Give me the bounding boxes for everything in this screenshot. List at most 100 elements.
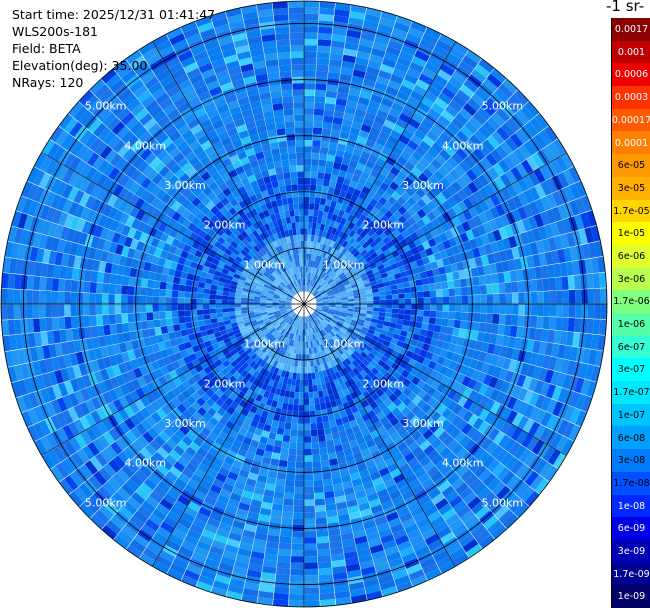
range-gate-cell bbox=[220, 556, 236, 567]
range-gate-cell bbox=[165, 318, 174, 326]
range-gate-cell bbox=[354, 357, 363, 365]
range-gate-cell bbox=[312, 216, 318, 223]
range-gate-cell bbox=[322, 179, 331, 187]
range-gate-cell bbox=[256, 380, 264, 389]
range-gate-cell bbox=[395, 457, 408, 468]
range-gate-cell bbox=[600, 304, 607, 320]
range-gate-cell bbox=[222, 482, 234, 493]
range-gate-cell bbox=[215, 380, 224, 389]
range-gate-cell bbox=[363, 578, 380, 588]
range-gate-cell bbox=[508, 441, 522, 456]
range-gate-cell bbox=[374, 516, 388, 526]
range-gate-cell bbox=[289, 365, 295, 373]
range-gate-cell bbox=[214, 347, 222, 355]
range-gate-cell bbox=[254, 293, 261, 298]
range-gate-cell bbox=[334, 444, 344, 453]
range-gate-cell bbox=[275, 315, 283, 320]
range-gate-cell bbox=[470, 330, 479, 341]
range-gate-cell bbox=[447, 319, 455, 328]
range-gate-cell bbox=[275, 314, 282, 319]
range-gate-cell bbox=[293, 499, 304, 506]
range-gate-cell bbox=[365, 317, 372, 322]
range-gate-cell bbox=[297, 360, 302, 368]
range-gate-cell bbox=[64, 279, 72, 292]
range-gate-cell bbox=[206, 345, 215, 353]
range-gate-cell bbox=[294, 486, 304, 494]
range-gate-cell bbox=[350, 343, 358, 351]
range-gate-cell bbox=[76, 448, 90, 464]
range-gate-cell bbox=[390, 431, 401, 442]
range-gate-cell bbox=[375, 371, 384, 380]
range-gate-cell bbox=[255, 448, 265, 457]
range-gate-cell bbox=[498, 314, 506, 325]
range-gate-cell bbox=[221, 333, 230, 340]
range-gate-cell bbox=[290, 319, 295, 326]
range-gate-cell bbox=[129, 515, 145, 529]
range-gate-cell bbox=[224, 371, 233, 380]
range-gate-cell bbox=[431, 400, 442, 412]
range-gate-cell bbox=[523, 351, 533, 365]
range-gate-cell bbox=[384, 457, 396, 467]
range-gate-cell bbox=[289, 435, 298, 443]
range-gate-cell bbox=[286, 140, 296, 148]
range-gate-cell bbox=[181, 575, 198, 587]
range-gate-cell bbox=[294, 334, 298, 342]
range-gate-cell bbox=[90, 270, 99, 283]
range-gate-cell bbox=[292, 314, 298, 320]
range-gate-cell bbox=[160, 459, 173, 471]
range-gate-cell bbox=[48, 343, 58, 358]
range-gate-cell bbox=[411, 430, 423, 442]
range-gate-cell bbox=[452, 403, 463, 416]
range-gate-cell bbox=[296, 228, 301, 235]
range-gate-cell bbox=[478, 534, 495, 549]
range-gate-cell bbox=[354, 327, 362, 333]
range-gate-cell bbox=[314, 319, 319, 326]
range-gate-cell bbox=[283, 351, 289, 359]
range-gate-cell bbox=[419, 349, 428, 358]
range-gate-cell bbox=[268, 335, 275, 342]
range-gate-cell bbox=[368, 538, 383, 548]
range-gate-cell bbox=[299, 221, 304, 229]
range-gate-cell bbox=[247, 350, 255, 358]
range-gate-cell bbox=[362, 323, 371, 329]
range-gate-cell bbox=[242, 436, 252, 446]
range-gate-cell bbox=[50, 356, 61, 371]
range-gate-cell bbox=[460, 510, 475, 524]
range-gate-cell bbox=[304, 448, 312, 456]
range-gate-cell bbox=[484, 323, 493, 334]
range-gate-cell bbox=[312, 312, 318, 319]
range-gate-cell bbox=[272, 394, 280, 402]
range-gate-cell bbox=[48, 250, 57, 265]
range-gate-cell bbox=[343, 421, 352, 430]
range-gate-cell bbox=[15, 259, 24, 275]
range-gate-cell bbox=[307, 373, 312, 380]
range-gate-cell bbox=[352, 317, 359, 322]
range-gate-cell bbox=[386, 346, 394, 355]
range-gate-cell bbox=[349, 511, 362, 521]
range-gate-cell bbox=[236, 475, 248, 485]
range-gate-cell bbox=[210, 384, 220, 394]
range-gate-cell bbox=[454, 311, 462, 321]
range-gate-cell bbox=[328, 339, 334, 347]
range-gate-cell bbox=[284, 315, 290, 321]
range-gate-cell bbox=[87, 349, 97, 362]
range-gate-cell bbox=[398, 308, 405, 315]
range-gate-cell bbox=[296, 234, 301, 242]
range-gate-cell bbox=[321, 383, 327, 391]
range-gate-cell bbox=[388, 326, 396, 334]
range-gate-cell bbox=[404, 523, 419, 535]
range-gate-cell bbox=[32, 232, 42, 248]
range-gate-cell bbox=[480, 362, 491, 374]
range-gate-cell bbox=[413, 361, 423, 371]
range-gate-cell bbox=[278, 334, 284, 342]
range-gate-cell bbox=[114, 313, 122, 324]
range-gate-cell bbox=[218, 431, 229, 441]
range-gate-cell bbox=[319, 313, 326, 318]
range-gate-cell bbox=[148, 327, 156, 337]
range-gate-cell bbox=[317, 324, 323, 331]
range-gate-cell bbox=[379, 416, 390, 426]
range-gate-cell bbox=[172, 418, 184, 429]
range-gate-cell bbox=[223, 282, 231, 289]
range-gate-cell bbox=[424, 533, 440, 546]
range-gate-cell bbox=[349, 439, 359, 448]
